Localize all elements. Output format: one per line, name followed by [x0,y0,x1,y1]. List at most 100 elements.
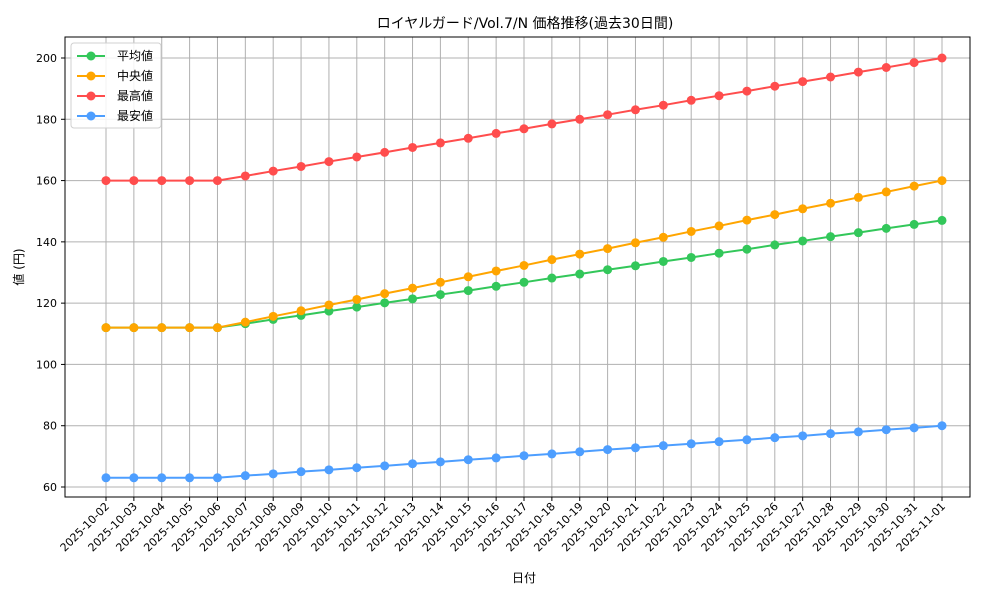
data-point [101,323,111,333]
data-point [909,181,919,191]
data-point [853,67,863,77]
data-point [658,100,668,110]
data-point [881,62,891,72]
data-point [853,228,863,238]
data-point [770,240,780,250]
data-point [268,469,278,479]
data-point [185,323,195,333]
data-point [575,249,585,259]
data-point [491,281,501,291]
data-point [881,187,891,197]
data-point [881,425,891,435]
data-point [937,176,947,186]
data-point [519,124,529,134]
legend-label: 最安値 [117,108,153,123]
data-point [212,323,222,333]
legend-label: 平均値 [117,48,153,63]
data-point [658,441,668,451]
data-point [909,219,919,229]
y-tick-label: 100 [36,358,57,371]
legend-label: 最高値 [117,88,153,103]
data-point [658,256,668,266]
data-point [380,461,390,471]
data-point [352,294,362,304]
data-point [603,445,613,455]
data-point [770,81,780,91]
data-point [352,463,362,473]
data-point [408,142,418,152]
data-point [212,176,222,186]
data-point [463,133,473,143]
series-2 [101,53,947,186]
data-point [435,277,445,287]
data-point [937,53,947,63]
data-point [826,429,836,439]
data-point [630,105,640,115]
data-point [547,273,557,283]
data-point [575,114,585,124]
data-point [853,192,863,202]
data-point [770,433,780,443]
data-point [157,323,167,333]
data-point [686,95,696,105]
legend-box [70,42,162,129]
data-point [937,421,947,431]
data-point [547,119,557,129]
data-point [909,423,919,433]
data-point [296,161,306,171]
data-point [630,261,640,271]
legend-label: 中央値 [117,68,153,83]
chart-title: ロイヤルガード/Vol.7/N 価格推移(過去30日間) [377,16,674,32]
data-point [630,238,640,248]
data-point [603,265,613,275]
data-point [826,198,836,208]
data-point [686,439,696,449]
series-1 [101,176,947,333]
data-point [212,473,222,483]
data-point [157,176,167,186]
y-tick-label: 140 [36,236,57,249]
data-point [129,323,139,333]
data-point [380,289,390,299]
data-point [519,451,529,461]
y-tick-label: 180 [36,113,57,126]
data-point [686,252,696,262]
data-point [408,283,418,293]
data-point [714,91,724,101]
data-point [826,232,836,242]
y-tick-label: 160 [36,175,57,188]
data-point [463,455,473,465]
data-point [157,473,167,483]
data-point [408,459,418,469]
data-point [547,255,557,265]
y-tick-label: 200 [36,52,57,65]
data-point [603,244,613,254]
data-point [380,298,390,308]
data-point [826,72,836,82]
data-point [352,302,362,312]
data-point [463,286,473,296]
data-point [798,204,808,214]
data-point [519,277,529,287]
data-point [881,223,891,233]
data-point [853,427,863,437]
data-point [575,269,585,279]
data-point [658,232,668,242]
data-point [185,473,195,483]
data-point [742,86,752,96]
data-point [101,176,111,186]
data-point [380,147,390,157]
data-series [101,53,947,483]
data-point [519,260,529,270]
data-point [575,447,585,457]
data-point [909,58,919,68]
data-point [798,77,808,87]
data-point [240,317,250,327]
series-3 [101,421,947,483]
data-point [324,300,334,310]
data-point [770,210,780,220]
data-point [129,473,139,483]
y-axis-label: 値 (円) [11,248,26,285]
